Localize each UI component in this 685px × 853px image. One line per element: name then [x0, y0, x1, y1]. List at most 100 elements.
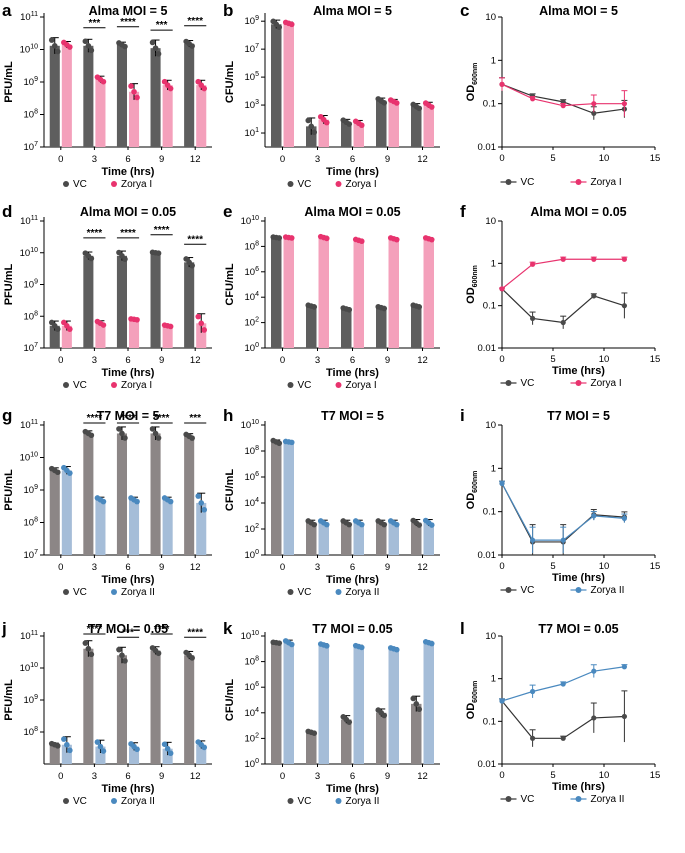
bar-vc: [49, 470, 60, 555]
significance-label: ***: [122, 627, 134, 638]
y-tick-label: 106: [245, 266, 260, 278]
legend-label: VC: [73, 380, 87, 391]
legend-label: Zorya II: [346, 587, 380, 598]
legend: VC Zorya II: [63, 587, 155, 598]
legend-label: VC: [298, 179, 312, 190]
bar-vc: [376, 100, 387, 147]
data-point: [621, 713, 628, 720]
panel-label: k: [223, 619, 233, 638]
y-tick-label: 100: [245, 549, 260, 561]
data-point: [161, 741, 168, 748]
legend-marker: [287, 181, 294, 187]
data-point: [416, 105, 423, 112]
y-tick-label: 106: [245, 681, 260, 693]
data-point: [152, 45, 159, 51]
panel-g: g T7 MOI = 5 107 108 109 1010 1011 0 3 **** 6 **** 9…: [2, 406, 212, 598]
data-point: [560, 319, 566, 326]
series-line-vc: [501, 700, 625, 739]
data-point: [149, 39, 156, 46]
panel-i: i T7 MOI = 5 0.01 0.1 1 10 0 5 10 15 OD600nm Time (…: [460, 406, 660, 596]
bar-zorya-i: [353, 123, 364, 147]
data-point: [100, 322, 107, 328]
bar-vc: [341, 308, 352, 348]
legend-marker: [111, 382, 117, 388]
y-tick-label: 1010: [20, 662, 38, 674]
y-axis-label: CFU/mL: [224, 263, 236, 305]
data-point: [131, 88, 137, 95]
legend: VC Zorya II: [63, 796, 155, 807]
data-point: [152, 430, 159, 437]
legend-marker: [335, 589, 342, 595]
panel-label: f: [460, 202, 466, 221]
x-tick-label: 15: [650, 153, 661, 164]
bar-zorya-i: [162, 85, 173, 147]
x-tick-label: 6: [125, 771, 130, 782]
legend-label: Zorya I: [591, 378, 622, 389]
bar-zorya-ii: [388, 522, 399, 555]
bar-zorya-ii: [196, 744, 207, 764]
data-point: [276, 440, 283, 447]
data-point: [288, 235, 295, 241]
panel-label: b: [223, 1, 233, 20]
data-point: [346, 306, 353, 313]
data-point: [134, 94, 140, 101]
y-tick-label: 108: [245, 656, 260, 668]
x-tick-label: 12: [417, 562, 428, 573]
panel-e: e Alma MOI = 0.05 100 102 104 106 108 1010 0 3 6 9 1…: [223, 202, 440, 391]
y-axis-label: PFU/mL: [3, 263, 15, 305]
bar-vc: [184, 655, 195, 764]
bar-vc: [306, 126, 317, 147]
y-tick-label: 1011: [20, 630, 38, 642]
data-point: [311, 730, 318, 736]
bar-vc: [271, 237, 282, 348]
data-point: [82, 640, 89, 646]
data-point: [621, 664, 628, 670]
significance-label: ***: [156, 20, 168, 31]
y-tick-label: 102: [245, 317, 260, 329]
legend-marker: [575, 796, 582, 802]
data-point: [85, 645, 92, 652]
bar-vc: [411, 522, 422, 555]
legend-label: Zorya I: [591, 177, 622, 188]
data-point: [499, 81, 505, 87]
panel-d: d Alma MOI = 0.05 107 108 109 1010 1011 0 3 **** 6…: [2, 202, 212, 391]
bar-vc: [306, 732, 317, 764]
bar-zorya-ii: [162, 499, 173, 555]
y-tick-label: 108: [24, 726, 39, 738]
y-tick-label: 1010: [20, 452, 38, 464]
bar-vc: [411, 306, 422, 348]
data-point: [621, 303, 628, 309]
legend-label: Zorya I: [346, 179, 377, 190]
panel-title: T7 MOI = 5: [547, 409, 610, 423]
panel-label: e: [223, 202, 232, 221]
data-point: [189, 435, 195, 441]
x-tick-label: 0: [280, 355, 285, 366]
y-tick-label: 100: [245, 342, 260, 354]
data-point: [560, 103, 566, 109]
y-tick-label: 103: [245, 99, 260, 111]
x-tick-label: 6: [125, 154, 130, 165]
y-tick-label: 1010: [241, 419, 259, 431]
legend: VC Zorya II: [500, 794, 625, 805]
data-point: [591, 513, 597, 519]
x-tick-label: 15: [650, 770, 661, 781]
bar-zorya-ii: [423, 522, 434, 555]
data-point: [416, 304, 423, 310]
bar-vc: [271, 642, 282, 764]
x-tick-label: 0: [499, 354, 504, 365]
x-axis-label: Time (hrs): [326, 574, 379, 586]
data-point: [88, 47, 95, 54]
data-point: [499, 698, 505, 704]
data-point: [323, 521, 330, 528]
data-point: [100, 748, 107, 754]
data-point: [346, 121, 353, 127]
data-point: [288, 439, 295, 446]
data-point: [499, 480, 505, 486]
bar-zorya-i: [95, 323, 106, 348]
y-tick-label: 10: [485, 631, 496, 642]
y-axis-label: OD600nm: [465, 681, 479, 720]
legend-label: Zorya II: [591, 794, 625, 805]
legend-label: Zorya II: [591, 585, 625, 596]
bar-zorya-ii: [353, 646, 364, 764]
